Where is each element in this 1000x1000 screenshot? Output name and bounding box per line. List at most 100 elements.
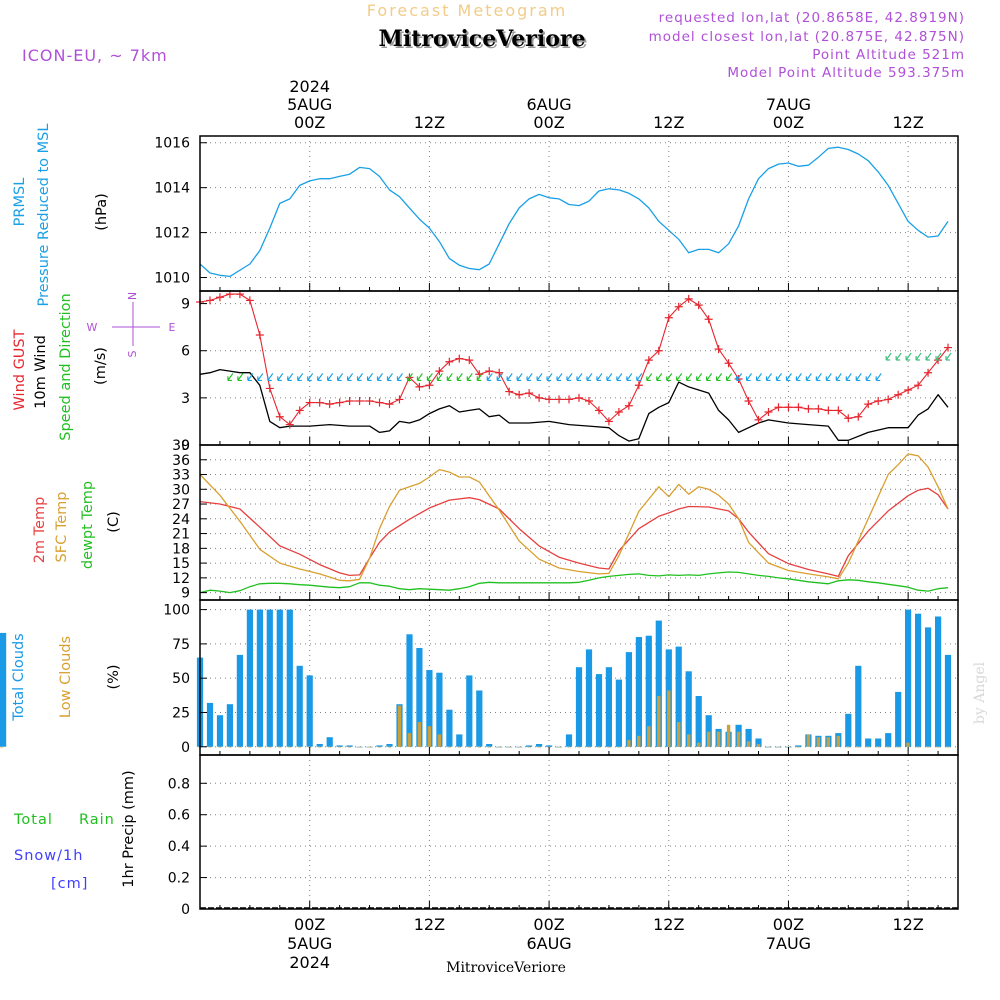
temperature-ytick-label: 24 [172, 512, 190, 528]
top-time-label: 00Z [533, 113, 564, 132]
total-cloud-bar [426, 670, 433, 747]
total-cloud-bar [326, 737, 333, 747]
requested-coordinates: requested lon,lat (20.8658E, 42.8919N) [659, 10, 965, 26]
low-cloud-bar [417, 722, 422, 747]
wind-gust-marker [285, 420, 294, 429]
clouds-ytick-label: 100 [163, 603, 190, 619]
precipitation-panel-frame [199, 754, 959, 910]
wind-direction-arrow [945, 352, 952, 361]
total-cloud-bar [865, 738, 872, 747]
wind-gust-marker [664, 313, 673, 322]
data-layer [0, 146, 958, 909]
wind-direction-arrow [835, 373, 842, 382]
low-cloud-bar [766, 746, 771, 748]
low-cloud-bar [707, 731, 711, 747]
total-cloud-bar [206, 702, 214, 747]
low-cloud-bar [617, 746, 621, 748]
total-cloud-bar [306, 675, 313, 747]
low-cloud-bar [517, 746, 521, 748]
wind-direction-arrow [406, 373, 413, 382]
wind-direction-arrow [636, 373, 643, 382]
low-cloud-bar [916, 746, 920, 748]
compass-west: W [87, 321, 98, 334]
low-cloud-bar [607, 746, 611, 748]
total-cloud-bar [436, 672, 443, 747]
low-cloud-bar [826, 737, 830, 747]
wind-ytick-label: 6 [181, 344, 190, 360]
low-cloud-bar [746, 741, 751, 747]
panel-frames [199, 135, 959, 910]
bottom-time-label: 5AUG [287, 934, 332, 953]
total-cloud-bar [486, 744, 493, 747]
location-title-shadow: MitroviceVeriore [381, 28, 588, 54]
wind-gust-marker [245, 296, 254, 305]
total-cloud-bar [795, 745, 802, 747]
compass-east: E [169, 321, 176, 334]
wind-gust-marker [764, 408, 773, 416]
point-altitude: Point Altitude 521m [812, 47, 965, 63]
wind-direction-arrow [307, 373, 314, 382]
clouds-panel-labels: Total Clouds Low Clouds (%) [11, 633, 122, 721]
model-label: ICON-EU, ~ 7km [22, 46, 168, 65]
wind-direction-arrow [666, 373, 673, 382]
watermark: by Angel [972, 661, 988, 724]
low-cloud-bar [906, 742, 910, 747]
wind-gust-marker [734, 375, 743, 383]
wind-gust-line [199, 293, 949, 426]
low-cloud-bar [577, 746, 581, 748]
wind-direction-arrow [755, 373, 763, 382]
low-cloud-bar [218, 746, 222, 748]
total-cloud-bar [286, 609, 293, 747]
top-time-label: 12Z [653, 113, 684, 132]
precip-unit: 1hr Precip (mm) [121, 770, 137, 887]
low-cloud-bar [447, 746, 451, 748]
wind-direction-arrow [616, 373, 623, 382]
total-cloud-bar [336, 745, 343, 747]
wind-gust-marker [205, 296, 214, 305]
wind-gust-marker [265, 384, 274, 393]
total-cloud-bar [216, 715, 224, 747]
total-cloud-bar [635, 637, 642, 747]
wind-direction-arrow [845, 373, 852, 382]
wind-gust-marker [614, 408, 623, 416]
wind-gust-marker [545, 395, 554, 404]
wind-10m-label: 10m Wind [33, 335, 49, 409]
precip-total-label: Total [13, 812, 53, 828]
temp-line-dewpt [199, 571, 949, 594]
precip-rain-label: Rain [79, 812, 115, 828]
low-cloud-bar [328, 746, 332, 748]
clouds-unit: (%) [106, 664, 122, 689]
wind-gust-marker [425, 381, 434, 390]
total-cloud-bar [456, 734, 463, 747]
low-cloud-bar [357, 746, 362, 748]
closest-coordinates: model closest lon,lat (20.875E, 42.875N) [649, 29, 965, 45]
low-cloud-bar [816, 737, 821, 747]
bottom-time-label: 00Z [773, 915, 804, 934]
total-cloud-bar [226, 704, 233, 747]
wind-direction-label: Speed and Direction [58, 293, 74, 440]
wind-gust-marker [555, 395, 564, 404]
temperature-ytick-label: 21 [172, 527, 190, 543]
wind-gust-marker [255, 331, 264, 339]
total-cloud-bar [376, 745, 383, 747]
wind-gust-marker [415, 382, 424, 391]
total-cloud-bar [595, 674, 603, 747]
wind-compass: W E N S [87, 292, 176, 358]
low-cloud-bar [298, 746, 302, 748]
wind-direction-arrow [317, 373, 324, 382]
low-cloud-bar [726, 724, 731, 747]
wind-direction-arrow [426, 373, 433, 382]
wind-direction-arrow [486, 373, 493, 382]
wind-gust-marker [854, 412, 863, 421]
wind-direction-arrow [795, 373, 802, 382]
temperature-panel-frame [199, 444, 959, 601]
wind-direction-arrow [247, 373, 254, 382]
total-cloud-bar [0, 632, 7, 747]
wind-direction-arrow [696, 373, 703, 382]
bottom-time-label: 6AUG [526, 934, 571, 953]
low-cloud-bar [756, 744, 761, 747]
low-cloud-bar [846, 746, 850, 748]
total-cloud-bar [645, 635, 652, 747]
total-cloud-bar [466, 675, 473, 747]
